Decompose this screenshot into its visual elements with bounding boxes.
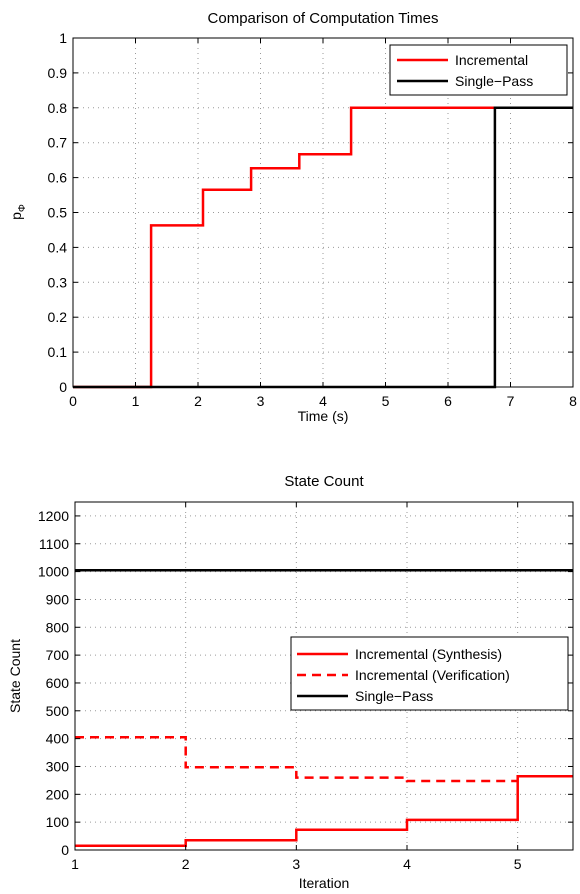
tick-marks <box>72 37 574 388</box>
y-tick-label: 0.1 <box>48 344 68 360</box>
x-tick-label: 3 <box>257 393 265 409</box>
y-axis-label-subscript: Φ <box>17 204 28 212</box>
legend-label-single-pass: Single−Pass <box>455 73 533 89</box>
computation-times-chart: Comparison of Computation Times 0 1 2 3 4 5 6 7… <box>8 10 577 424</box>
x-tick-label: 6 <box>444 393 452 409</box>
x-tick-label: 2 <box>194 393 202 409</box>
x-tick-label: 3 <box>292 856 300 872</box>
series-line-incremental-verification <box>75 735 518 783</box>
y-tick-label: 500 <box>46 703 70 719</box>
y-tick-label: 0.2 <box>48 309 68 325</box>
y-tick-label: 700 <box>46 647 70 663</box>
y-tick-label: 100 <box>46 814 70 830</box>
legend: Incremental (Synthesis) Incremental (Ver… <box>290 636 569 711</box>
x-tick-label: 5 <box>382 393 390 409</box>
series-group <box>75 568 573 848</box>
y-axis-label-base: p <box>8 212 24 220</box>
x-tick-label: 5 <box>514 856 522 872</box>
plot-frame <box>74 501 574 851</box>
x-tick-label: 4 <box>319 393 327 409</box>
x-tick-label: 2 <box>182 856 190 872</box>
y-tick-label: 1 <box>59 30 67 46</box>
chart-title: Comparison of Computation Times <box>208 10 439 27</box>
y-tick-labels: 0 100 200 300 400 500 600 700 800 900 1000 1100 1200 <box>38 508 69 858</box>
x-tick-label: 0 <box>69 393 77 409</box>
x-tick-labels: 1 2 3 4 5 <box>71 856 522 872</box>
legend-label-incremental: Incremental <box>455 52 528 68</box>
chart-title: State Count <box>284 473 364 490</box>
legend-box <box>389 44 568 96</box>
y-tick-label: 200 <box>46 786 70 802</box>
y-tick-labels: 0 0.1 0.2 0.3 0.4 0.5 0.6 0.7 0.8 0.9 1 <box>48 30 68 395</box>
y-tick-label: 0.7 <box>48 135 68 151</box>
y-tick-label: 800 <box>46 619 70 635</box>
y-tick-label: 0.5 <box>48 205 68 221</box>
tick-marks <box>74 502 573 851</box>
y-tick-label: 300 <box>46 758 70 774</box>
y-tick-label: 1000 <box>38 564 69 580</box>
y-tick-label: 0.4 <box>48 239 68 255</box>
grid <box>73 38 573 387</box>
y-tick-label: 0 <box>61 842 69 858</box>
y-tick-label: 0.6 <box>48 170 68 186</box>
x-tick-label: 1 <box>71 856 79 872</box>
legend-label-verification: Incremental (Verification) <box>355 667 510 683</box>
y-axis-label: pΦ <box>8 204 28 220</box>
legend-box <box>290 636 569 711</box>
series-line-incremental-synthesis <box>75 774 573 848</box>
x-tick-label: 8 <box>569 393 577 409</box>
y-tick-label: 1100 <box>39 536 69 552</box>
x-tick-label: 1 <box>132 393 140 409</box>
y-tick-label: 600 <box>46 675 70 691</box>
y-tick-label: 400 <box>46 731 70 747</box>
legend-label-synthesis: Incremental (Synthesis) <box>355 646 502 662</box>
state-count-chart: State Count 1 2 3 4 5 0 100 200 300 400 500 600 700… <box>7 473 574 891</box>
x-tick-label: 7 <box>507 393 515 409</box>
y-tick-label: 900 <box>46 591 70 607</box>
series-line-incremental <box>73 106 573 389</box>
x-axis-label: Iteration <box>299 875 350 891</box>
y-axis-label: State Count <box>7 639 23 713</box>
x-tick-labels: 0 1 2 3 4 5 6 7 8 <box>69 393 577 409</box>
legend: Incremental Single−Pass <box>389 44 568 96</box>
x-axis-label: Time (s) <box>298 408 349 424</box>
y-tick-label: 0.9 <box>48 65 68 81</box>
y-tick-label: 0 <box>59 379 67 395</box>
x-tick-label: 4 <box>403 856 411 872</box>
y-tick-label: 1200 <box>38 508 69 524</box>
y-tick-label: 0.8 <box>48 100 68 116</box>
y-tick-label: 0.3 <box>48 274 68 290</box>
legend-label-single-pass: Single−Pass <box>355 688 433 704</box>
